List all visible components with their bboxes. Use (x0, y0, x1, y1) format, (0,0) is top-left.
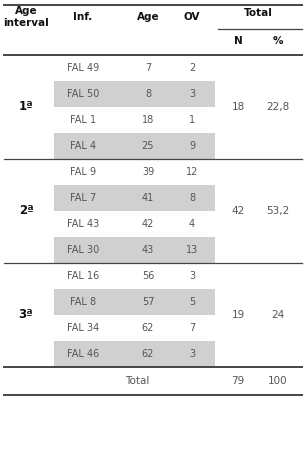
Text: 53,2: 53,2 (266, 206, 290, 216)
Text: Age
interval: Age interval (3, 6, 49, 28)
Text: Age: Age (137, 12, 159, 22)
Text: N: N (234, 36, 242, 46)
Bar (54, 185, 215, 211)
Text: FAL 8: FAL 8 (70, 297, 96, 307)
Text: 2ª: 2ª (18, 204, 33, 218)
Text: 5: 5 (189, 297, 195, 307)
Text: 42: 42 (231, 206, 245, 216)
Text: 9: 9 (189, 141, 195, 151)
Text: 3: 3 (189, 271, 195, 281)
Text: Total: Total (244, 8, 273, 18)
Bar (54, 237, 215, 263)
Text: Inf.: Inf. (73, 12, 93, 22)
Text: 25: 25 (142, 141, 154, 151)
Text: Total: Total (125, 376, 150, 386)
Text: OV: OV (184, 12, 200, 22)
Text: 43: 43 (142, 245, 154, 255)
Text: 7: 7 (145, 63, 151, 73)
Text: 12: 12 (186, 167, 198, 177)
Text: 62: 62 (142, 323, 154, 333)
Text: FAL 50: FAL 50 (67, 89, 99, 99)
Text: FAL 49: FAL 49 (67, 63, 99, 73)
Text: FAL 4: FAL 4 (70, 141, 96, 151)
Text: FAL 9: FAL 9 (70, 167, 96, 177)
Bar (54, 341, 215, 367)
Text: 1: 1 (189, 115, 195, 125)
Text: 24: 24 (271, 310, 285, 320)
Text: 41: 41 (142, 193, 154, 203)
Text: 13: 13 (186, 245, 198, 255)
Text: 8: 8 (145, 89, 151, 99)
Text: 19: 19 (231, 310, 245, 320)
Text: 4: 4 (189, 219, 195, 229)
Text: 3: 3 (189, 89, 195, 99)
Text: FAL 43: FAL 43 (67, 219, 99, 229)
Text: 42: 42 (142, 219, 154, 229)
Bar (54, 289, 215, 315)
Text: 3: 3 (189, 349, 195, 359)
Text: 79: 79 (231, 376, 245, 386)
Text: 8: 8 (189, 193, 195, 203)
Text: 1ª: 1ª (18, 100, 33, 114)
Text: FAL 46: FAL 46 (67, 349, 99, 359)
Text: FAL 7: FAL 7 (70, 193, 96, 203)
Text: %: % (273, 36, 283, 46)
Text: 56: 56 (142, 271, 154, 281)
Text: 57: 57 (142, 297, 154, 307)
Text: FAL 30: FAL 30 (67, 245, 99, 255)
Text: 18: 18 (142, 115, 154, 125)
Text: FAL 1: FAL 1 (70, 115, 96, 125)
Text: 100: 100 (268, 376, 288, 386)
Text: 2: 2 (189, 63, 195, 73)
Text: 62: 62 (142, 349, 154, 359)
Text: 3ª: 3ª (18, 309, 33, 322)
Bar (54, 133, 215, 159)
Text: 18: 18 (231, 102, 245, 112)
Text: FAL 16: FAL 16 (67, 271, 99, 281)
Text: 7: 7 (189, 323, 195, 333)
Text: FAL 34: FAL 34 (67, 323, 99, 333)
Text: 39: 39 (142, 167, 154, 177)
Text: 22,8: 22,8 (266, 102, 290, 112)
Bar (54, 81, 215, 107)
